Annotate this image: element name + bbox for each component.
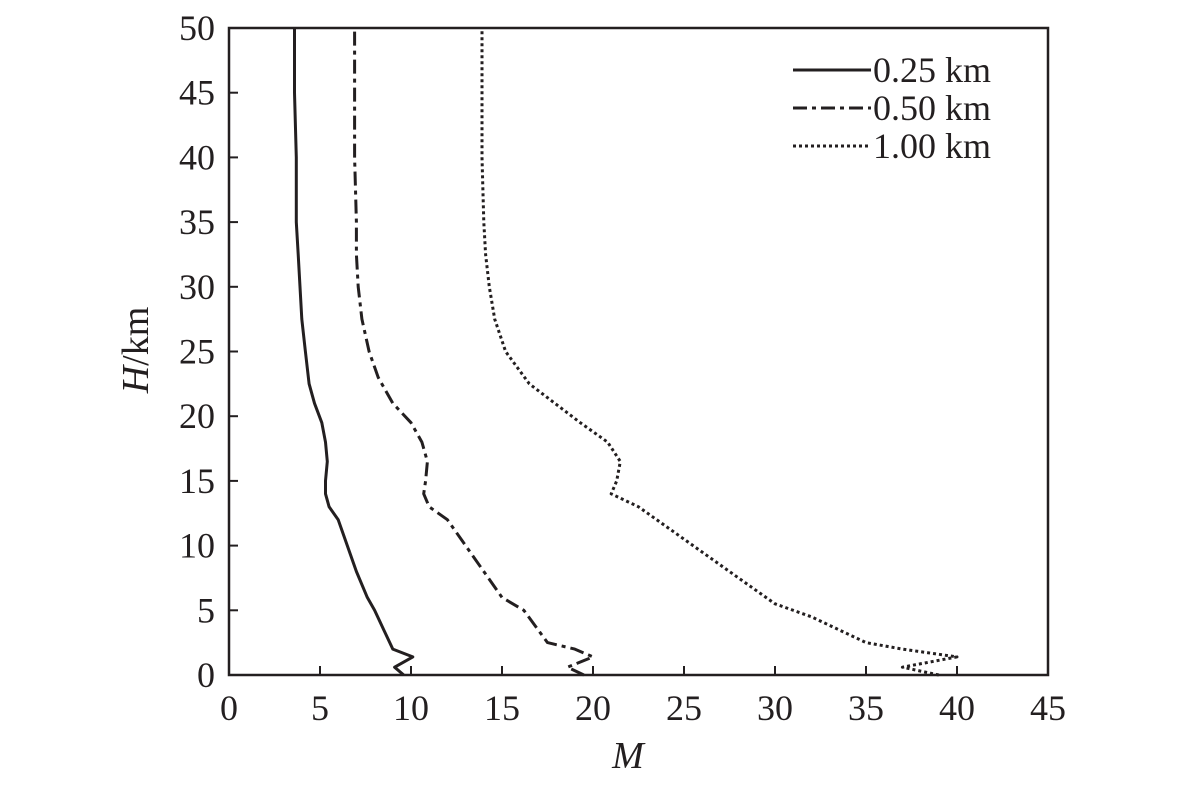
legend-label-2: 1.00 km: [873, 126, 991, 166]
x-tick-label-15: 15: [484, 688, 520, 728]
x-tick-label-25: 25: [666, 688, 702, 728]
x-tick-label-35: 35: [848, 688, 884, 728]
y-axis-title: H/km: [115, 307, 157, 395]
x-tick-label-30: 30: [757, 688, 793, 728]
y-axis-title-variable: H: [115, 363, 157, 394]
y-tick-label-5: 5: [197, 590, 215, 630]
y-axis: 0 5 10 15 20 25 30 35 40 45 50: [179, 8, 238, 695]
y-tick-label-35: 35: [179, 202, 215, 242]
x-tick-label-20: 20: [575, 688, 611, 728]
legend: 0.25 km0.50 km1.00 km: [793, 50, 991, 166]
series-line-0-50-km: [353, 28, 595, 677]
series-line-0-25-km: [293, 28, 415, 677]
x-tick-label-45: 45: [1030, 688, 1066, 728]
x-axis: 0 5 10 15 20 25 30 35 40 45: [220, 666, 1066, 728]
y-axis-title-unit: /km: [115, 307, 157, 366]
x-tick-label-5: 5: [311, 688, 329, 728]
x-tick-label-0: 0: [220, 688, 238, 728]
x-tick-label-10: 10: [393, 688, 429, 728]
x-tick-label-40: 40: [939, 688, 975, 728]
y-tick-label-50: 50: [179, 8, 215, 48]
y-tick-label-45: 45: [179, 73, 215, 113]
legend-label-0: 0.25 km: [873, 50, 991, 90]
x-axis-title: M: [611, 735, 646, 777]
legend-label-1: 0.50 km: [873, 88, 991, 128]
y-tick-label-20: 20: [179, 396, 215, 436]
y-tick-label-15: 15: [179, 461, 215, 501]
y-tick-label-25: 25: [179, 332, 215, 372]
y-tick-label-40: 40: [179, 137, 215, 177]
y-tick-label-0: 0: [197, 655, 215, 695]
y-tick-label-30: 30: [179, 267, 215, 307]
series-layer: [293, 28, 959, 677]
series-line-1-00-km: [480, 28, 959, 677]
y-tick-label-10: 10: [179, 526, 215, 566]
